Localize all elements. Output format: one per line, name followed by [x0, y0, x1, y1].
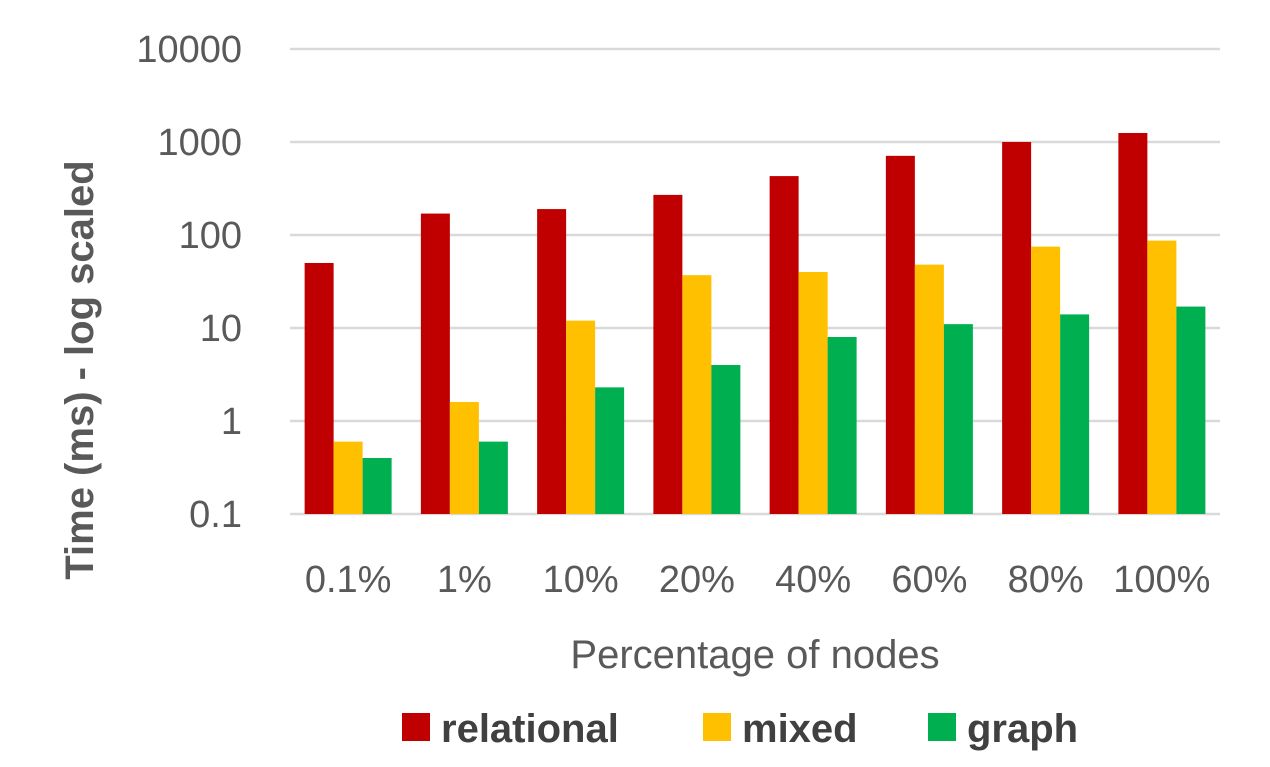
y-tick-labels: 0.1 1 10 100 1000 10000: [136, 29, 242, 536]
bar-mixed: [682, 275, 712, 514]
x-tick-label: 60%: [891, 559, 967, 601]
bar-graph: [943, 324, 973, 514]
bar-relational: [769, 176, 799, 514]
x-tick-labels: 0.1% 1% 10% 20% 40% 60% 80% 100%: [305, 559, 1211, 601]
x-tick-label: 10%: [543, 559, 619, 601]
bar-mixed: [333, 441, 363, 514]
x-tick-label: 100%: [1113, 559, 1210, 601]
x-tick-label: 40%: [775, 559, 851, 601]
legend-swatch-relational: [402, 713, 430, 741]
bar-graph: [1060, 314, 1090, 514]
y-tick-label: 10: [200, 308, 242, 350]
bars: [304, 132, 1206, 515]
bar-mixed: [449, 402, 479, 514]
y-tick-label: 10000: [136, 29, 242, 71]
x-tick-label: 20%: [659, 559, 735, 601]
y-tick-label: 0.1: [189, 494, 242, 536]
bar-relational: [1002, 142, 1032, 514]
bar-relational: [885, 155, 915, 514]
bar-relational: [1118, 132, 1148, 514]
bar-mixed: [798, 272, 828, 514]
bar-graph: [1176, 306, 1206, 514]
x-tick-label: 80%: [1008, 559, 1084, 601]
bar-relational: [653, 194, 683, 514]
legend: relational mixed graph: [402, 707, 1078, 751]
bar-relational: [537, 209, 567, 514]
x-tick-label: 1%: [437, 559, 492, 601]
y-tick-label: 1: [221, 401, 242, 443]
legend-swatch-graph: [928, 713, 956, 741]
bar-graph: [595, 387, 625, 514]
legend-label-relational: relational: [441, 707, 619, 751]
bar-mixed: [566, 320, 596, 514]
legend-label-mixed: mixed: [742, 707, 858, 751]
x-axis-title: Percentage of nodes: [570, 633, 939, 677]
x-tick-label: 0.1%: [305, 559, 392, 601]
bar-graph: [362, 458, 392, 514]
legend-swatch-mixed: [703, 713, 731, 741]
bar-mixed: [1147, 240, 1177, 515]
legend-label-graph: graph: [967, 707, 1078, 751]
y-tick-label: 100: [179, 215, 242, 257]
bar-mixed: [1031, 246, 1061, 514]
y-tick-label: 1000: [157, 122, 242, 164]
bar-relational: [304, 262, 334, 514]
bar-graph: [711, 365, 741, 514]
bar-graph: [827, 337, 857, 514]
bar-relational: [420, 213, 450, 515]
y-axis-title: Time (ms) - log scaled: [58, 160, 102, 579]
bar-mixed: [914, 264, 944, 514]
bar-graph: [478, 441, 508, 514]
